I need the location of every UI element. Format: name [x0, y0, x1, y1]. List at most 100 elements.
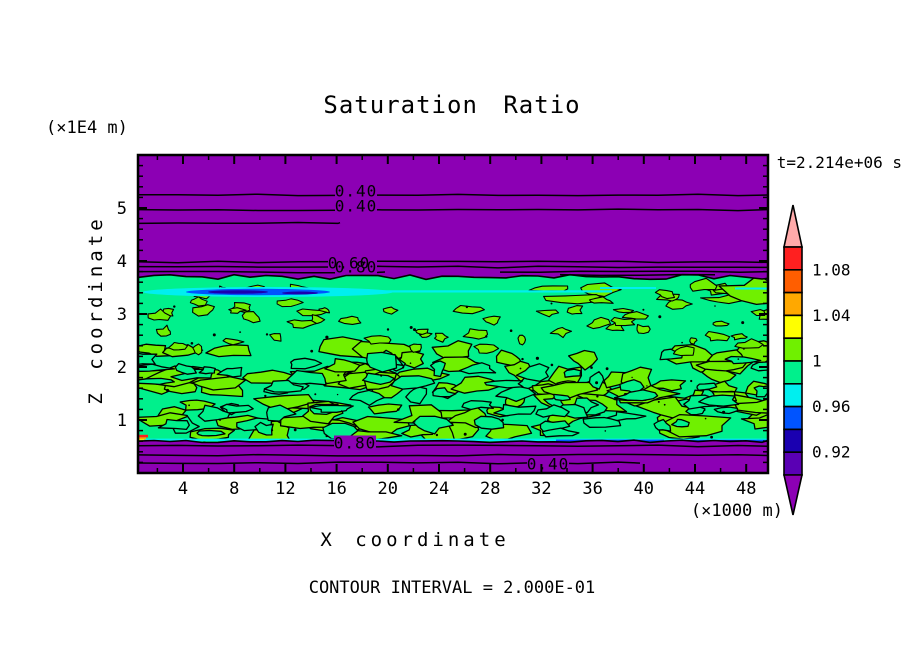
y-tick-label: 4 [117, 252, 127, 272]
contour-speck [239, 331, 242, 333]
colorbar-tick-label: 1 [812, 352, 822, 371]
saturation-blob [517, 334, 527, 346]
contour-label-halo [335, 198, 377, 213]
saturation-blob [654, 289, 676, 300]
saturation-blob [241, 311, 261, 324]
saturation-blob [197, 404, 231, 422]
contour-speck [397, 408, 400, 411]
contour-line [137, 461, 641, 465]
contour-line [559, 273, 716, 277]
saturation-blob [266, 404, 297, 422]
saturation-blob [665, 298, 693, 310]
saturation-blob [139, 352, 158, 365]
saturation-blob [419, 332, 433, 338]
saturation-blob [612, 307, 635, 314]
saturation-blob [567, 349, 599, 371]
contour-label-halo [335, 259, 377, 274]
saturation-blob [366, 351, 398, 373]
contour-interval-note: CONTOUR INTERVAL = 2.000E-01 [309, 578, 596, 598]
saturation-blob [582, 416, 622, 428]
saturation-blob [192, 343, 203, 356]
saturation-blob [621, 311, 649, 320]
colorbar-segment [783, 291, 803, 317]
contour-speck [707, 359, 710, 362]
saturation-blob [216, 366, 243, 378]
contour-speck [463, 432, 467, 436]
saturation-blob [740, 414, 767, 430]
saturation-blob [610, 316, 637, 327]
saturation-blob [429, 360, 446, 378]
contour-line [137, 260, 769, 264]
saturation-blob [222, 337, 245, 346]
contour-speck [550, 363, 554, 367]
saturation-blob [462, 328, 489, 340]
saturation-blob [139, 377, 175, 386]
x-axis-title: X coordinate [320, 529, 509, 551]
saturation-blob [405, 386, 428, 405]
contour-speck [722, 410, 726, 414]
contour-speck [535, 356, 540, 360]
contour-label-halo [334, 435, 376, 450]
colorbar-tick-label: 1.04 [812, 306, 851, 325]
contour-speck [657, 400, 660, 403]
contour-speck [409, 362, 412, 365]
contour-speck [690, 379, 693, 383]
contour-speck [681, 341, 683, 344]
saturation-blob [733, 398, 767, 414]
contour-speck [521, 357, 524, 361]
x-axis-unit-label: (×1000 m) [691, 501, 783, 521]
contour-field [139, 156, 767, 472]
saturation-blob [613, 389, 659, 402]
x-tick-label: 24 [429, 479, 449, 499]
contour-speck [596, 395, 599, 398]
contour-speck [409, 326, 413, 329]
saturation-blob [458, 362, 497, 375]
saturation-blob [147, 308, 172, 321]
saturation-blob [541, 427, 580, 438]
contour-speck [550, 302, 553, 305]
saturation-blob [192, 304, 215, 317]
y-tick-label: 5 [117, 199, 127, 219]
saturation-blob [671, 418, 690, 428]
subsaturated-streak [600, 287, 656, 289]
saturation-blob [198, 366, 216, 375]
contour-speck [190, 342, 194, 345]
contour-line [137, 208, 769, 212]
saturation-blob [563, 368, 582, 378]
contour-speck [314, 393, 317, 396]
saturation-blob [588, 371, 605, 390]
colorbar-top-arrow [783, 204, 803, 248]
saturation-blob [139, 363, 176, 372]
saturation-blob [636, 323, 651, 335]
saturation-blob [473, 415, 505, 430]
saturation-blob [588, 296, 614, 304]
saturation-blob [269, 333, 282, 342]
saturation-blob [450, 375, 504, 394]
saturation-blob [412, 415, 454, 435]
x-tick-label: 28 [480, 479, 500, 499]
contour-speck [413, 328, 416, 332]
saturation-blob [689, 337, 698, 345]
saturation-blob [659, 348, 684, 361]
contour-speck [663, 403, 666, 406]
supersaturated-spot [139, 437, 146, 440]
saturation-blob [724, 355, 762, 365]
saturation-blob [452, 304, 485, 315]
contour-speck [710, 435, 713, 439]
contour-speck [642, 308, 645, 311]
x-tick-label: 20 [378, 479, 398, 499]
saturation-blob [484, 379, 524, 389]
colorbar-segment [783, 382, 803, 408]
x-tick-label: 16 [326, 479, 346, 499]
x-tick-label: 4 [178, 479, 188, 499]
saturation-blob [586, 316, 612, 330]
saturation-blob [338, 315, 362, 325]
colorbar-bottom-arrow [783, 474, 803, 516]
saturation-blob [696, 382, 718, 391]
saturation-blob [730, 333, 748, 341]
saturation-blob [553, 393, 571, 402]
contour-label: 0.40 [335, 197, 378, 216]
contour-speck [310, 349, 314, 353]
